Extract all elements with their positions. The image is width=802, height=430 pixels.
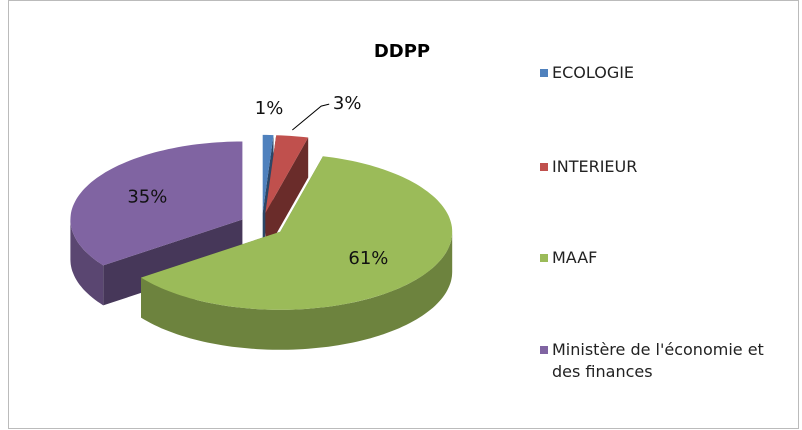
slice: [265, 135, 309, 253]
legend-item: MAAF: [540, 247, 790, 269]
chart-title: DDPP: [374, 41, 430, 62]
data-label: 35%: [127, 187, 167, 208]
slice-side: [70, 219, 104, 306]
legend-label: INTERIEUR: [552, 157, 638, 176]
slice: [141, 156, 453, 350]
pie: 1% 3% 61% 35%: [70, 93, 453, 350]
slice-top: [70, 141, 243, 266]
legend-label: ECOLOGIE: [552, 63, 635, 82]
legend-item: ECOLOGIE: [540, 62, 790, 84]
legend-swatch: [540, 163, 548, 171]
slice-top: [141, 156, 453, 310]
legend-item: Ministère de l'économie et des finances: [540, 339, 790, 383]
slice-wall: [265, 137, 309, 253]
data-label: 61%: [348, 248, 388, 269]
legend-swatch: [540, 254, 548, 262]
legend-swatch: [540, 346, 548, 354]
slice: [70, 141, 243, 306]
legend-label: Ministère de l'économie et des finances: [552, 340, 764, 381]
slice-top: [265, 135, 309, 213]
slice-top: [262, 134, 274, 213]
legend-item: INTERIEUR: [540, 156, 790, 178]
legend-swatch: [540, 69, 548, 77]
slice-wall: [103, 219, 243, 306]
leader-line: [292, 103, 330, 131]
data-label: 3%: [333, 93, 362, 114]
data-label: 1%: [255, 98, 284, 119]
slice-side: [141, 231, 453, 350]
legend-label: MAAF: [552, 248, 598, 267]
